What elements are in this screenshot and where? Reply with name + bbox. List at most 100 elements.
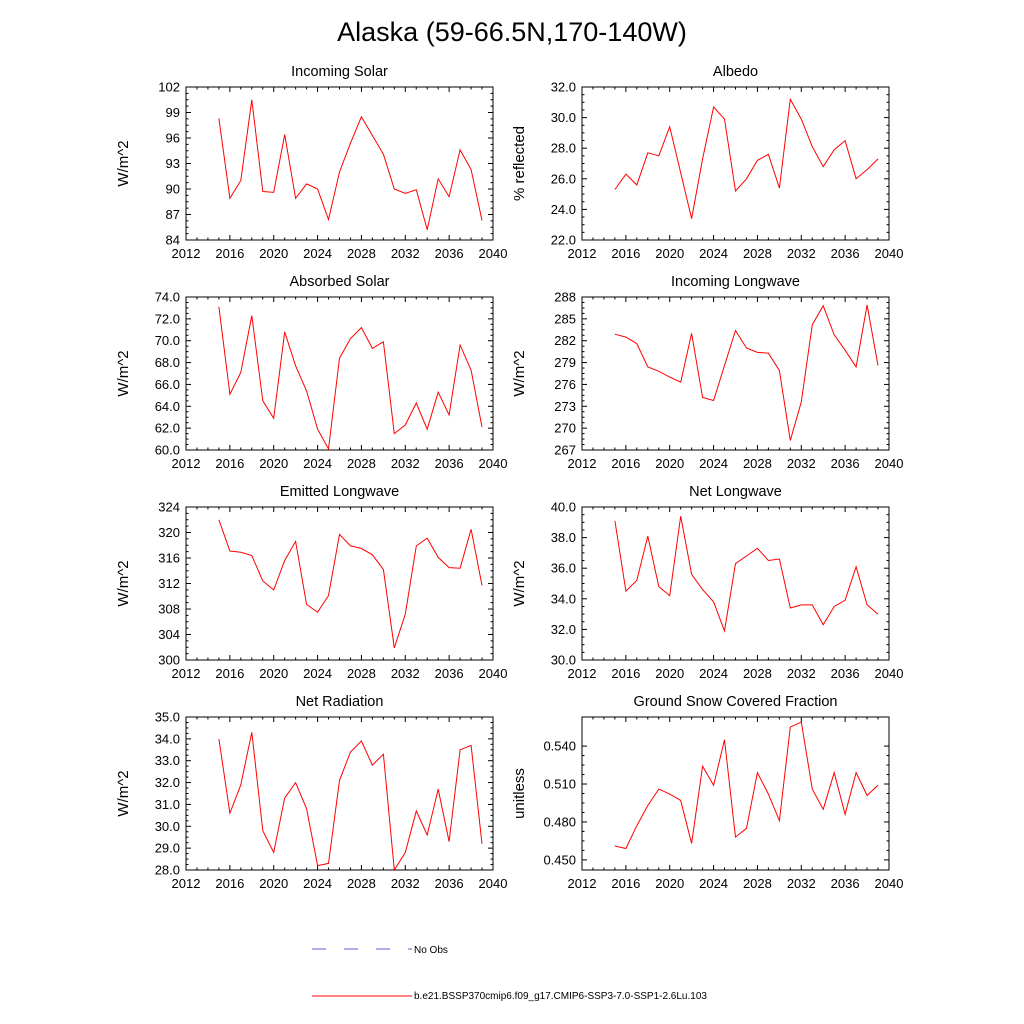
series-line-model: [218, 306, 483, 451]
x-tick-label: 2028: [743, 876, 772, 891]
x-tick-label: 2040: [875, 666, 904, 681]
y-tick-label: 30.0: [551, 110, 576, 125]
y-tick-label: 0.480: [543, 814, 576, 829]
y-axis-label: W/m^2: [115, 560, 132, 606]
x-tick-label: 2020: [655, 456, 684, 471]
x-tick-label: 2020: [655, 666, 684, 681]
y-tick-label: 29.0: [155, 841, 180, 856]
y-tick-label: 60.0: [155, 443, 180, 458]
y-tick-label: 35.0: [155, 710, 180, 725]
series-line-model: [218, 519, 483, 649]
plot-frame: [581, 86, 890, 241]
x-tick-label: 2028: [347, 876, 376, 891]
y-tick-label: 68.0: [155, 355, 180, 370]
y-tick-label: 34.0: [551, 591, 576, 606]
y-tick-label: 276: [554, 377, 576, 392]
y-tick-label: 0.450: [543, 852, 576, 867]
x-tick-label: 2032: [391, 456, 420, 471]
panel-net-radiation: Net Radiation W/m^2 2012 2016 2020 2024 2028 20…: [115, 694, 507, 891]
x-tick-label: 2028: [347, 456, 376, 471]
x-tick-label: 2012: [568, 666, 597, 681]
y-tick-label: 62.0: [155, 421, 180, 436]
panel-albedo: Albedo % reflected 2012 2016 2020 2024 2028 203…: [511, 64, 903, 261]
y-tick-label: 31.0: [155, 797, 180, 812]
x-tick-label: 2032: [787, 876, 816, 891]
y-tick-label: 316: [158, 551, 180, 566]
x-tick-label: 2016: [611, 876, 640, 891]
y-tick-label: 33.0: [155, 753, 180, 768]
x-tick-label: 2012: [568, 876, 597, 891]
x-tick-label: 2036: [831, 456, 860, 471]
x-tick-label: 2024: [303, 876, 332, 891]
y-tick-label: 0.510: [543, 777, 576, 792]
x-tick-label: 2040: [875, 876, 904, 891]
x-tick-label: 2040: [479, 666, 508, 681]
x-tick-label: 2016: [611, 246, 640, 261]
y-tick-label: 36.0: [551, 561, 576, 576]
x-tick-label: 2024: [699, 456, 728, 471]
y-tick-label: 0.540: [543, 739, 576, 754]
legend-obs-label: No Obs: [414, 945, 448, 956]
x-tick-label: 2020: [259, 456, 288, 471]
x-tick-label: 2032: [391, 246, 420, 261]
series-line-model: [614, 516, 879, 633]
x-tick-label: 2040: [479, 876, 508, 891]
y-axis-label: % reflected: [511, 126, 528, 201]
y-tick-label: 90: [166, 182, 180, 197]
x-tick-label: 2024: [699, 666, 728, 681]
x-tick-label: 2028: [743, 666, 772, 681]
x-tick-label: 2012: [172, 456, 201, 471]
panel-title: Incoming Solar: [291, 64, 388, 80]
y-tick-label: 282: [554, 333, 576, 348]
x-tick-label: 2012: [568, 246, 597, 261]
plot-frame: [185, 716, 494, 871]
panel-title: Incoming Longwave: [671, 274, 800, 290]
y-tick-label: 32.0: [155, 775, 180, 790]
x-tick-label: 2016: [215, 456, 244, 471]
y-tick-label: 300: [158, 653, 180, 668]
series-line-model: [614, 304, 879, 441]
y-tick-label: 70.0: [155, 333, 180, 348]
panel-title: Net Longwave: [689, 484, 782, 500]
y-tick-label: 308: [158, 602, 180, 617]
y-tick-label: 26.0: [551, 171, 576, 186]
y-tick-label: 38.0: [551, 530, 576, 545]
y-axis-label: W/m^2: [115, 770, 132, 816]
x-tick-label: 2016: [215, 246, 244, 261]
x-tick-label: 2024: [699, 876, 728, 891]
plot-frame: [185, 296, 494, 451]
y-tick-label: 64.0: [155, 399, 180, 414]
y-tick-label: 267: [554, 443, 576, 458]
y-tick-label: 24.0: [551, 202, 576, 217]
x-tick-label: 2016: [611, 666, 640, 681]
figure-title: Alaska (59-66.5N,170-140W): [337, 17, 687, 47]
x-tick-label: 2012: [172, 876, 201, 891]
legend: No Obs b.e21.BSSP370cmip6.f09_g17.CMIP6-…: [312, 945, 707, 1002]
y-axis-label: W/m^2: [511, 560, 528, 606]
x-tick-label: 2020: [655, 246, 684, 261]
x-tick-label: 2024: [303, 666, 332, 681]
x-tick-label: 2028: [743, 246, 772, 261]
x-tick-label: 2012: [568, 456, 597, 471]
y-tick-label: 34.0: [155, 731, 180, 746]
y-tick-label: 22.0: [551, 233, 576, 248]
panel-incoming-solar: Incoming Solar W/m^2 2012 2016 2020 2024 2028 2…: [115, 64, 507, 261]
y-tick-label: 84: [166, 233, 180, 248]
x-tick-label: 2028: [347, 666, 376, 681]
x-tick-label: 2040: [479, 456, 508, 471]
y-tick-label: 30.0: [551, 653, 576, 668]
y-tick-label: 320: [158, 525, 180, 540]
y-tick-label: 270: [554, 421, 576, 436]
series-line-model: [218, 99, 483, 230]
x-tick-label: 2040: [875, 456, 904, 471]
x-tick-label: 2036: [435, 666, 464, 681]
x-tick-label: 2036: [435, 456, 464, 471]
y-tick-label: 273: [554, 399, 576, 414]
x-tick-label: 2040: [875, 246, 904, 261]
plot-frame: [581, 296, 890, 451]
y-axis-label: W/m^2: [511, 350, 528, 396]
y-tick-label: 40.0: [551, 500, 576, 515]
x-tick-label: 2036: [831, 666, 860, 681]
plot-frame: [581, 506, 890, 661]
